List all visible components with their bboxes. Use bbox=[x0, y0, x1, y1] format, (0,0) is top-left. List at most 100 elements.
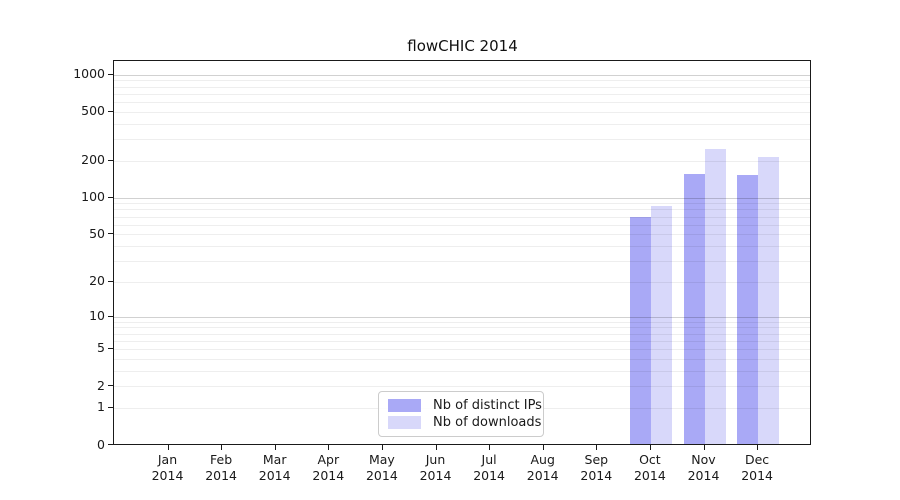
gridline-minor bbox=[114, 224, 810, 226]
x-tick-mark bbox=[435, 445, 437, 450]
gridline-minor bbox=[114, 327, 810, 329]
x-tick-mark bbox=[274, 445, 276, 450]
grid-layer bbox=[114, 61, 810, 444]
gridline-minor bbox=[114, 333, 810, 335]
legend-row: Nb of distinct IPs bbox=[388, 397, 542, 414]
x-tick-label-nov: Nov 2014 bbox=[674, 452, 734, 484]
x-tick-year: 2014 bbox=[473, 468, 505, 483]
x-tick-month: Aug bbox=[530, 452, 555, 467]
y-tick-mark bbox=[108, 73, 113, 75]
x-tick-year: 2014 bbox=[312, 468, 345, 483]
y-tick-label: 500 bbox=[81, 103, 105, 119]
y-tick-mark bbox=[108, 315, 113, 317]
x-tick-mark bbox=[703, 445, 705, 450]
legend-label: Nb of downloads bbox=[433, 415, 542, 430]
bar-oct-ips bbox=[629, 217, 651, 444]
plot-area bbox=[113, 60, 811, 445]
gridline-minor bbox=[114, 209, 810, 211]
x-tick-label-aug: Aug 2014 bbox=[513, 452, 573, 484]
bar-oct-downloads bbox=[650, 206, 672, 444]
y-tick-label: 50 bbox=[89, 225, 105, 241]
x-tick-month: Sep bbox=[584, 452, 609, 467]
bar-dec-downloads bbox=[758, 156, 780, 444]
x-tick-mark bbox=[167, 445, 169, 450]
x-tick-month: Apr bbox=[317, 452, 340, 467]
gridline-minor bbox=[114, 102, 810, 103]
y-tick-mark bbox=[108, 406, 113, 408]
gridline-minor bbox=[114, 139, 810, 141]
x-tick-label-mar: Mar 2014 bbox=[245, 452, 305, 484]
gridline-major bbox=[114, 197, 810, 199]
gridline-minor bbox=[114, 370, 810, 372]
y-tick-label: 200 bbox=[81, 152, 105, 168]
gridline-minor bbox=[114, 321, 810, 323]
x-tick-year: 2014 bbox=[151, 468, 184, 483]
y-tick-mark bbox=[108, 110, 113, 112]
x-tick-year: 2014 bbox=[205, 468, 237, 483]
x-tick-mark bbox=[328, 445, 330, 450]
x-tick-mark bbox=[221, 445, 223, 450]
x-tick-mark bbox=[381, 445, 383, 450]
gridline-minor bbox=[114, 386, 810, 388]
gridline-minor bbox=[114, 93, 810, 95]
bar-nov-downloads bbox=[704, 148, 726, 444]
x-tick-label-dec: Dec 2014 bbox=[727, 452, 787, 484]
x-tick-mark bbox=[649, 445, 651, 450]
x-tick-label-oct: Oct 2014 bbox=[620, 452, 680, 484]
chart-title: flowCHIC 2014 bbox=[407, 37, 518, 55]
x-tick-year: 2014 bbox=[258, 468, 291, 483]
x-tick-mark bbox=[489, 445, 491, 450]
legend: Nb of distinct IPs Nb of downloads bbox=[378, 391, 544, 437]
legend-label: Nb of distinct IPs bbox=[433, 398, 542, 413]
gridline-minor bbox=[114, 80, 810, 82]
y-tick-mark bbox=[108, 444, 113, 445]
y-tick-label: 0 bbox=[97, 436, 105, 452]
gridline-minor bbox=[114, 86, 810, 88]
y-tick-mark bbox=[108, 347, 113, 349]
gridline-minor bbox=[114, 245, 810, 247]
gridline-minor bbox=[114, 203, 810, 205]
gridline-minor bbox=[114, 358, 810, 360]
y-tick-mark bbox=[108, 159, 113, 161]
y-tick-label: 100 bbox=[81, 189, 105, 205]
gridline-minor bbox=[114, 260, 810, 262]
y-tick-mark bbox=[108, 233, 113, 235]
x-tick-year: 2014 bbox=[687, 468, 720, 483]
bars-layer bbox=[114, 61, 810, 444]
x-tick-label-sep: Sep 2014 bbox=[566, 452, 626, 484]
gridline-minor bbox=[114, 348, 810, 350]
x-tick-month: May bbox=[368, 452, 395, 467]
x-tick-month: Feb bbox=[210, 452, 233, 467]
y-tick-label: 10 bbox=[89, 308, 105, 323]
x-tick-month: Jun bbox=[425, 452, 446, 467]
x-tick-label-apr: Apr 2014 bbox=[298, 452, 358, 484]
y-tick-mark bbox=[108, 280, 113, 282]
x-tick-month: Jan bbox=[157, 452, 178, 467]
x-tick-month: Jul bbox=[481, 452, 497, 467]
x-tick-year: 2014 bbox=[526, 468, 559, 483]
x-tick-year: 2014 bbox=[580, 468, 613, 483]
gridline-minor bbox=[114, 234, 810, 236]
legend-row: Nb of downloads bbox=[388, 414, 541, 431]
y-tick-label: 5 bbox=[97, 340, 105, 356]
gridline-major bbox=[114, 74, 810, 76]
gridline-minor bbox=[114, 123, 810, 125]
x-tick-label-feb: Feb 2014 bbox=[191, 452, 251, 484]
y-tick-label: 2 bbox=[97, 377, 105, 393]
x-tick-year: 2014 bbox=[633, 468, 666, 483]
x-tick-label-may: May 2014 bbox=[352, 452, 412, 484]
x-tick-label-jan: Jan 2014 bbox=[138, 452, 198, 484]
gridline-minor bbox=[114, 111, 810, 113]
gridline-minor bbox=[114, 340, 810, 342]
y-tick-label: 20 bbox=[89, 273, 105, 289]
y-tick-label: 1000 bbox=[73, 66, 105, 82]
x-tick-year: 2014 bbox=[741, 468, 773, 483]
legend-swatch bbox=[388, 416, 421, 429]
x-tick-month: Nov bbox=[691, 452, 716, 467]
x-tick-year: 2014 bbox=[365, 468, 398, 483]
gridline-minor bbox=[114, 160, 810, 162]
gridline-minor bbox=[114, 216, 810, 218]
x-tick-label-jun: Jun 2014 bbox=[406, 452, 466, 484]
legend-swatch bbox=[388, 399, 421, 412]
